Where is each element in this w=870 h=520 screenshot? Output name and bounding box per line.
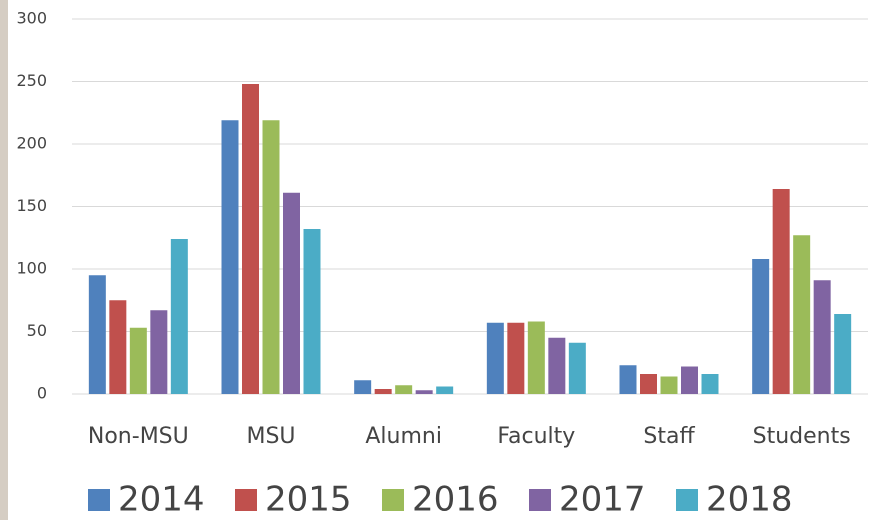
bar bbox=[640, 374, 657, 394]
legend-label: 2017 bbox=[559, 480, 646, 520]
x-tick-label: Students bbox=[753, 424, 851, 449]
bar bbox=[395, 385, 413, 394]
bar bbox=[374, 389, 392, 394]
legend-swatch bbox=[235, 489, 257, 511]
bar bbox=[793, 235, 811, 394]
legend-label: 2018 bbox=[706, 480, 793, 520]
bar bbox=[354, 380, 372, 394]
bar bbox=[568, 342, 586, 394]
legend-swatch bbox=[88, 489, 110, 511]
bar bbox=[303, 229, 321, 394]
bar bbox=[752, 259, 770, 394]
legend-swatch bbox=[676, 489, 698, 511]
bar bbox=[88, 275, 106, 394]
bar bbox=[415, 390, 433, 394]
bar bbox=[548, 337, 566, 394]
bar bbox=[283, 192, 300, 394]
x-tick-label: Staff bbox=[643, 424, 695, 449]
bar bbox=[242, 84, 259, 394]
bar bbox=[436, 386, 454, 394]
bar bbox=[507, 322, 525, 394]
y-tick-label: 50 bbox=[27, 321, 47, 340]
bar bbox=[221, 120, 239, 394]
bar bbox=[170, 239, 188, 394]
y-tick-label: 200 bbox=[16, 134, 47, 153]
y-tick-label: 250 bbox=[16, 71, 47, 90]
bar bbox=[834, 314, 852, 394]
legend-label: 2015 bbox=[265, 480, 352, 520]
bar bbox=[701, 374, 719, 394]
legend-label: 2014 bbox=[118, 480, 205, 520]
bar bbox=[660, 376, 678, 394]
side-strip bbox=[0, 0, 8, 520]
bar bbox=[813, 280, 831, 394]
bar bbox=[681, 366, 698, 394]
y-tick-label: 300 bbox=[16, 9, 47, 28]
bar bbox=[772, 189, 790, 394]
x-tick-label: MSU bbox=[246, 424, 295, 449]
bar bbox=[109, 300, 127, 394]
bar bbox=[262, 120, 280, 394]
legend-swatch bbox=[382, 489, 404, 511]
y-tick-label: 100 bbox=[16, 259, 47, 278]
y-tick-label: 0 bbox=[37, 384, 47, 403]
bar bbox=[129, 327, 147, 394]
y-tick-label: 150 bbox=[16, 196, 47, 215]
legend-label: 2016 bbox=[412, 480, 499, 520]
x-tick-label: Non-MSU bbox=[88, 424, 189, 449]
bar bbox=[527, 321, 545, 394]
bar bbox=[619, 365, 637, 394]
bar bbox=[486, 322, 504, 394]
bar bbox=[150, 310, 168, 394]
legend-swatch bbox=[529, 489, 551, 511]
x-tick-label: Faculty bbox=[497, 424, 575, 449]
x-tick-label: Alumni bbox=[365, 424, 442, 449]
